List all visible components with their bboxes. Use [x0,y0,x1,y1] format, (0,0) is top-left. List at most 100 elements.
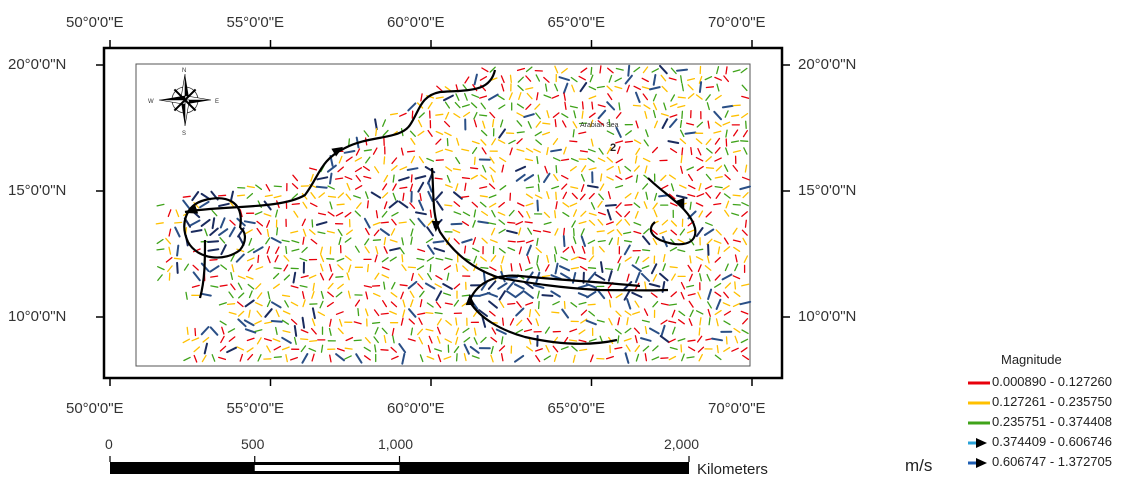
current-vector [208,241,218,242]
current-vector [678,97,685,98]
legend-range-label: 0.127261 - 0.235750 [992,394,1112,409]
current-vector [682,148,683,155]
legend-item: 0.606747 - 1.372705 [966,453,1133,473]
current-vector [445,205,452,206]
current-vector [219,195,226,196]
current-vector [555,211,556,218]
current-vector [434,241,444,242]
longitude-label-top: 55°0'0"E [227,14,285,31]
current-vector [727,337,728,344]
current-vector [292,204,299,205]
current-vector [700,82,701,92]
current-vector [329,196,336,197]
latitude-label-right: 10°0'0"N [798,308,856,325]
current-vector [643,250,650,251]
current-vector [463,178,470,179]
current-vector [286,247,287,254]
current-vector [682,111,683,118]
current-vector [625,205,632,206]
legend-symbol [966,397,992,409]
legend-item: 0.000890 - 0.127260 [966,373,1133,393]
current-vector [457,354,458,361]
current-vector [681,156,682,163]
current-vector [691,148,692,155]
current-vector [447,139,448,146]
current-vector [175,222,182,223]
legend-range-label: 0.374409 - 0.606746 [992,434,1112,449]
current-vector [183,196,190,197]
current-vector [552,312,559,313]
current-vector [400,285,407,286]
legend-symbol [966,457,992,469]
latitude-label-right: 15°0'0"N [798,182,856,199]
current-vector [588,304,595,305]
current-vector [625,141,632,142]
current-vector [358,309,359,316]
current-vector [272,321,282,322]
current-vector [555,255,556,262]
longitude-label-top: 50°0'0"E [66,14,124,31]
legend-range-label: 0.606747 - 1.372705 [992,454,1112,469]
legend-item: 0.127261 - 0.235750 [966,393,1133,413]
current-vector [349,139,350,146]
current-vector [336,277,343,278]
current-vector [746,220,747,227]
current-vector [686,133,696,134]
latitude-label-left: 15°0'0"N [8,182,66,199]
current-vector [706,87,713,88]
current-vector [462,295,469,296]
latitude-label-right: 20°0'0"N [798,56,856,73]
longitude-label-bottom: 65°0'0"E [548,400,606,417]
map-data-frame [136,64,750,366]
longitude-label-bottom: 70°0'0"E [708,400,766,417]
current-vector [337,204,344,205]
current-vector [381,313,388,314]
current-vector [634,105,641,106]
current-vector [381,222,388,223]
current-vector [628,66,629,76]
current-vector [606,269,613,270]
current-vector [187,327,188,334]
current-vector [384,157,385,164]
current-vector [471,168,478,169]
legend-symbol [966,377,992,389]
current-vector [177,246,178,256]
current-vector [591,68,592,75]
current-vector [208,249,218,250]
current-vector [277,228,278,235]
current-vector [465,246,466,253]
longitude-label-bottom: 55°0'0"E [227,400,285,417]
current-vector [583,102,584,109]
current-vector [735,282,736,289]
current-vector [481,268,488,269]
longitude-label-top: 65°0'0"E [548,14,606,31]
current-vector [408,267,415,268]
longitude-label-top: 60°0'0"E [387,14,445,31]
current-vector [570,141,577,142]
current-vector [526,187,533,188]
current-vector [393,175,394,182]
current-vector [507,277,517,278]
current-vector [573,130,574,137]
compass-letter: N [182,68,186,74]
scale-units: Kilometers [697,461,768,478]
sea-name-label: Arabian Sea [580,122,619,129]
current-vector [210,260,217,261]
current-vector [511,75,512,82]
current-vector [436,114,443,115]
current-vector [435,178,442,179]
current-vector [539,302,540,309]
current-vector [373,323,380,324]
current-vector [618,238,619,245]
current-vector [195,329,196,336]
current-vector [274,186,281,187]
current-vector [274,268,281,269]
current-vector [462,196,469,197]
current-vector [564,228,565,235]
current-vector [597,231,604,232]
current-vector [376,129,377,136]
current-vector [537,201,538,211]
current-vector [717,346,718,353]
legend-range-label: 0.235751 - 0.374408 [992,414,1112,429]
current-vector [368,201,369,208]
